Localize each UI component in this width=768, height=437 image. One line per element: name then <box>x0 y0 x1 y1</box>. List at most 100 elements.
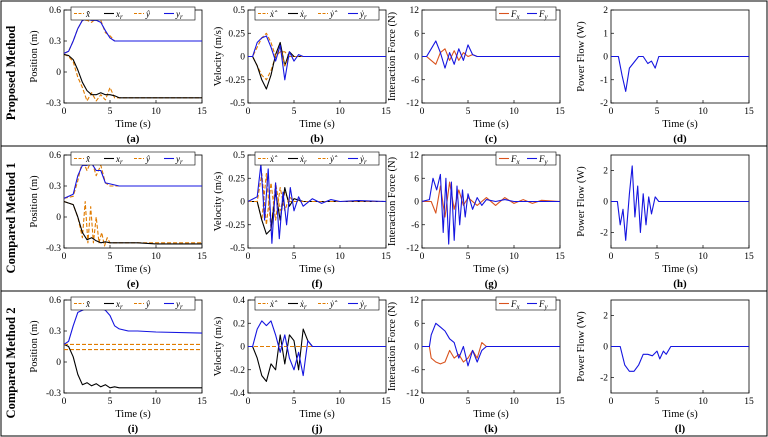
series-e-2 <box>64 159 202 199</box>
series-e-1 <box>64 200 202 245</box>
x-tick-label-k-3: 15 <box>555 397 565 407</box>
y-tick-label-d-0: -2 <box>600 99 608 109</box>
y-axis-label-j: Velocity (m/s) <box>213 316 224 376</box>
subplot-label-d: (d) <box>673 133 687 145</box>
y-tick-label-j-4: 0.4 <box>233 296 245 306</box>
legend-label-e-2: ŷ <box>145 154 150 164</box>
legend-label-j-3: ẏr <box>359 299 367 311</box>
y-tick-label-e-0: -0.3 <box>46 244 61 254</box>
y-tick-label-j-2: 0 <box>240 343 245 353</box>
y-tick-label-d-1: -1 <box>600 76 608 86</box>
y-tick-label-e-2: 0.3 <box>49 182 61 192</box>
y-axis-label-i: Position (m) <box>29 320 40 373</box>
series-a-0 <box>64 53 202 102</box>
row-label-proposed: Proposed Method <box>4 26 18 121</box>
row-label-compared-2: Compared Method 2 <box>4 308 18 419</box>
y-tick-label-c-4: 12 <box>410 6 420 16</box>
plot-h: 0 5 10 15 -2 0 2 Time (s) Power Flow (W) <box>576 154 754 275</box>
x-tick-label-a-2: 10 <box>151 107 161 117</box>
y-tick-label-f-0: -0.5 <box>230 244 245 254</box>
plot-g: 0 5 10 15 -12 -6 0 6 12 Time (s) Interaction Force… <box>387 151 565 275</box>
plot-c: 0 5 10 15 -12 -6 0 6 12 Time (s) Interaction Force… <box>387 6 565 130</box>
y-tick-label-j-1: -0.2 <box>230 366 245 376</box>
y-tick-label-k-2: 0 <box>414 343 419 353</box>
x-tick-label-e-2: 10 <box>151 252 161 262</box>
x-tick-label-f-1: 5 <box>292 252 297 262</box>
series-c-1 <box>422 40 560 69</box>
y-tick-label-c-0: -12 <box>406 99 419 109</box>
x-tick-label-e-3: 15 <box>197 252 207 262</box>
series-f-1 <box>248 187 386 235</box>
x-axis-label-j: Time (s) <box>299 409 335 420</box>
y-tick-label-a-1: 0 <box>56 68 61 78</box>
subplot-label-a: (a) <box>127 133 140 145</box>
x-tick-label-g-2: 10 <box>509 252 519 262</box>
x-tick-label-c-1: 5 <box>466 107 471 117</box>
plot-l: 0 5 10 15 -2 0 2 Time (s) Power Flow (W) <box>576 299 754 420</box>
x-tick-label-k-1: 5 <box>466 397 471 407</box>
y-axis-label-l: Power Flow (W) <box>576 311 587 382</box>
plot-d: 0 5 10 15 -2 -1 0 1 2 Time (s) Power Flow (W) <box>576 6 754 130</box>
x-tick-label-b-2: 10 <box>335 107 345 117</box>
y-tick-label-l-2: 2 <box>603 312 608 322</box>
subplot-label-e: (e) <box>127 278 140 290</box>
x-tick-label-d-1: 5 <box>655 107 660 117</box>
legend-c: Fx Fy <box>495 6 557 21</box>
x-axis-label-i: Time (s) <box>115 409 151 420</box>
x-tick-label-h-3: 15 <box>744 252 754 262</box>
legend-label-i-0: x̂ <box>85 299 90 309</box>
x-tick-label-c-3: 15 <box>555 107 565 117</box>
x-tick-label-f-0: 0 <box>246 252 251 262</box>
subplot-label-l: (l) <box>675 423 686 435</box>
y-axis-label-g: Interaction Force (N) <box>387 156 398 246</box>
y-tick-label-e-1: 0 <box>56 213 61 223</box>
legend-label-j-2: ẏ̂ <box>329 299 338 309</box>
series-a-3 <box>64 18 202 54</box>
x-axis-label-g: Time (s) <box>473 264 509 275</box>
subplot-label-h: (h) <box>673 278 687 290</box>
x-tick-label-g-0: 0 <box>420 252 425 262</box>
y-tick-label-j-3: 0.2 <box>233 319 245 329</box>
x-tick-label-j-0: 0 <box>246 397 251 407</box>
legend-label-b-3: ẏr <box>359 9 367 21</box>
x-axis-label-h: Time (s) <box>662 264 698 275</box>
subplot-label-c: (c) <box>485 133 498 145</box>
y-tick-label-k-0: -12 <box>406 389 419 399</box>
y-axis-label-e: Position (m) <box>29 175 40 228</box>
y-tick-label-c-1: -6 <box>411 76 419 86</box>
series-h-0 <box>611 165 749 241</box>
x-tick-label-d-0: 0 <box>609 107 614 117</box>
legend-box-k <box>495 296 557 311</box>
y-tick-label-b-4: 0.5 <box>233 6 245 16</box>
y-tick-label-b-1: -0.25 <box>225 76 245 86</box>
series-f-3 <box>248 163 386 244</box>
series-e-0 <box>64 200 202 247</box>
legend-k: Fx Fy <box>495 296 557 311</box>
legend-label-f-2: ẏ̂ <box>329 154 338 164</box>
legend-label-b-0: ẋ̂ <box>269 9 278 19</box>
x-axis-label-e: Time (s) <box>115 264 151 275</box>
y-axis-label-f: Velocity (m/s) <box>213 171 224 231</box>
y-tick-label-b-2: 0 <box>240 53 245 63</box>
legend-box-j <box>254 296 380 311</box>
subplot-label-g: (g) <box>485 278 498 290</box>
x-tick-label-c-0: 0 <box>420 107 425 117</box>
x-tick-label-b-3: 15 <box>381 107 391 117</box>
y-axis-label-d: Power Flow (W) <box>576 21 587 92</box>
x-axis-label-l: Time (s) <box>662 409 698 420</box>
legend-label-a-2: ŷ <box>145 9 150 19</box>
x-axis-label-c: Time (s) <box>473 119 509 130</box>
y-tick-label-k-1: -6 <box>411 366 419 376</box>
legend-label-c-0: Fx <box>510 9 521 21</box>
y-tick-label-j-0: -0.4 <box>230 389 245 399</box>
legend-box-c <box>495 6 557 21</box>
legend-f: ẋ̂ ẋr ẏ̂ ẏr <box>254 151 380 166</box>
series-k-1 <box>422 322 560 367</box>
y-tick-label-c-3: 6 <box>414 29 419 39</box>
legend-label-e-0: x̂ <box>85 154 90 164</box>
legend-label-g-0: Fx <box>510 154 521 166</box>
axes-box-a <box>63 9 203 104</box>
y-tick-label-c-2: 0 <box>414 53 419 63</box>
